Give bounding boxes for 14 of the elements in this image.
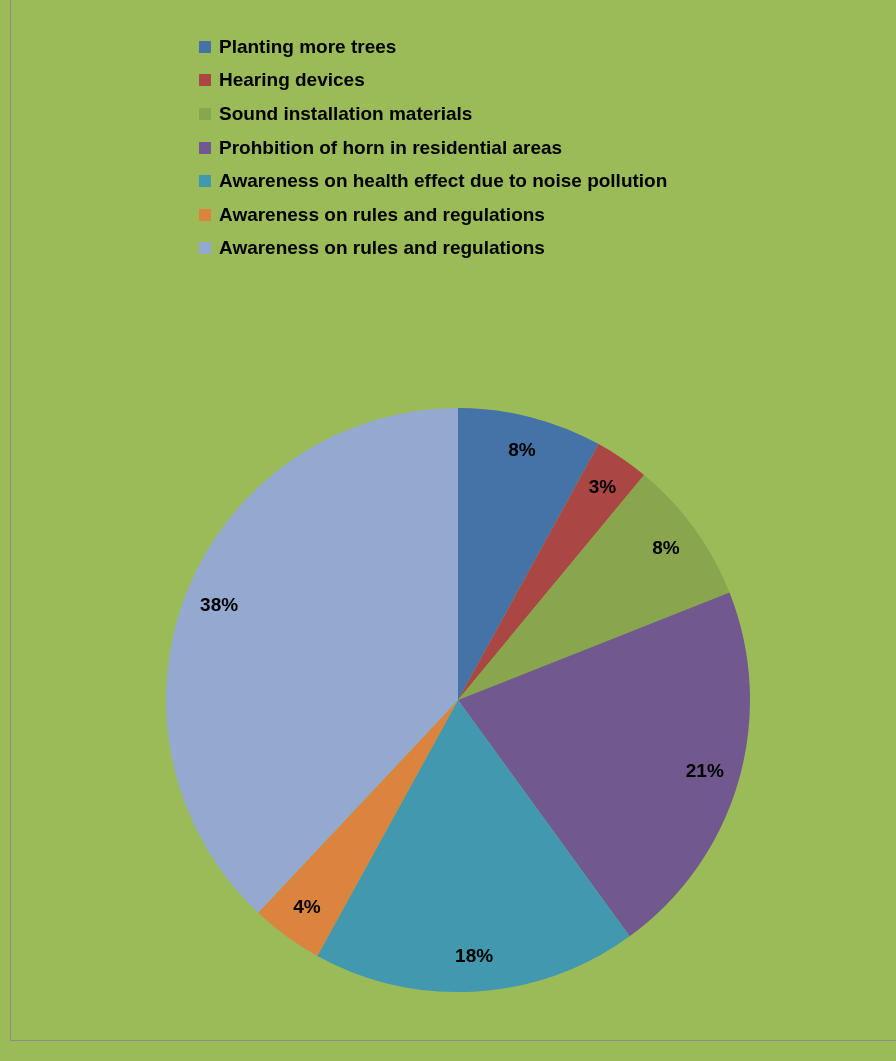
data-label: 8% — [508, 439, 536, 461]
data-label: 18% — [455, 944, 494, 966]
data-label: 3% — [588, 475, 617, 497]
legend-label: Awareness on health effect due to noise pollution — [219, 170, 668, 193]
legend-label: Planting more trees — [219, 35, 397, 58]
legend-label: Awareness on rules and regulations — [219, 203, 545, 226]
data-label: 8% — [652, 537, 680, 559]
legend-label: Prohbition of horn in residential areas — [219, 136, 563, 159]
data-label: 4% — [293, 896, 321, 918]
legend-label: Hearing devices — [219, 69, 365, 92]
legend-label: Awareness on rules and regulations — [219, 237, 545, 260]
legend-label: Sound installation materials — [219, 102, 473, 125]
data-label: 21% — [685, 759, 724, 781]
data-label: 38% — [200, 593, 239, 615]
